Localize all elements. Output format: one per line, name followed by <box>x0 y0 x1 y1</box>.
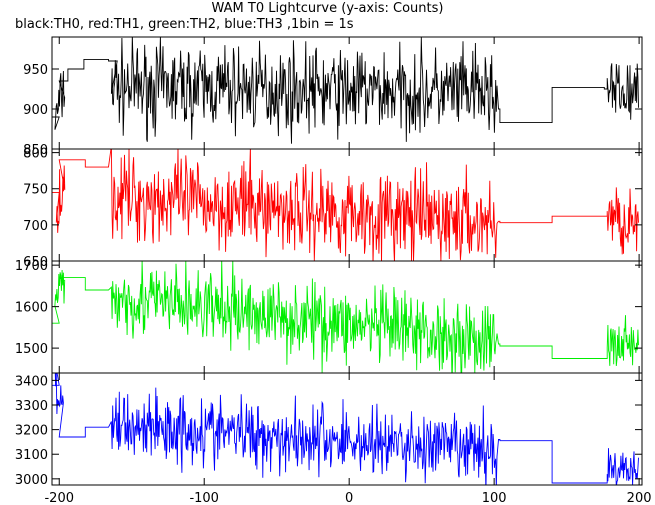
y-tick-label-th0: 950 <box>23 63 48 78</box>
y-tick-label-th3: 3200 <box>15 424 48 439</box>
chart-subtitle: black:TH0, red:TH1, green:TH2, blue:TH3 … <box>15 17 354 32</box>
y-tick-label-th2: 1600 <box>15 301 48 316</box>
y-tick-label-th2: 1700 <box>15 259 48 274</box>
y-tick-label-th3: 3400 <box>15 374 48 389</box>
y-tick-label-th3: 3100 <box>15 448 48 463</box>
y-tick-label-th1: 750 <box>23 183 48 198</box>
chart-title: WAM T0 Lightcurve (y-axis: Counts) <box>211 1 444 16</box>
y-tick-label-th1: 700 <box>23 219 48 234</box>
panel-frame-th3 <box>51 372 643 486</box>
series-line-th3 <box>52 373 639 485</box>
x-tick-label: 0 <box>345 491 353 505</box>
x-tick-label: -100 <box>189 491 219 505</box>
series-line-th2 <box>52 261 639 373</box>
series-line-th1 <box>52 149 639 261</box>
series-line-th0 <box>52 37 639 144</box>
y-tick-label-th0: 850 <box>23 143 48 158</box>
y-tick-label-th0: 900 <box>23 103 48 118</box>
y-tick-label-th3: 3000 <box>15 473 48 488</box>
y-tick-label-th1: 800 <box>23 147 48 162</box>
x-tick-label: 200 <box>627 491 652 505</box>
x-tick-label: 100 <box>482 491 507 505</box>
y-tick-label-th2: 1500 <box>15 342 48 357</box>
y-tick-label-th1: 650 <box>23 255 48 270</box>
x-tick-label: -200 <box>44 491 74 505</box>
y-tick-label-th3: 3300 <box>15 399 48 414</box>
